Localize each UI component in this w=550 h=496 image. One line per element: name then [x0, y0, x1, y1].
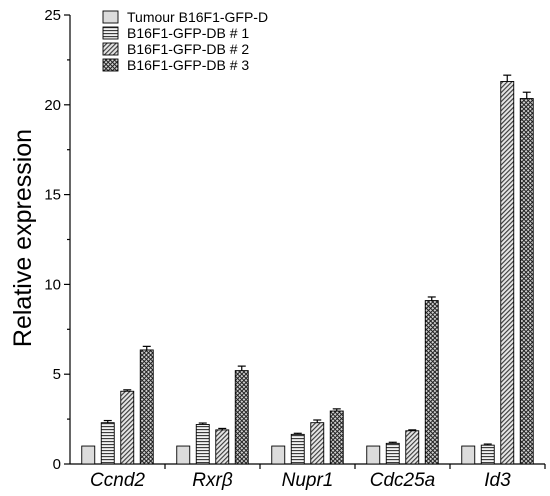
bar [310, 422, 325, 465]
y-tick-label: 10 [44, 276, 61, 293]
bar [195, 424, 210, 465]
y-tick-label: 25 [44, 7, 61, 24]
bar [500, 81, 515, 465]
bar [100, 422, 115, 465]
bar [120, 390, 135, 465]
bar [480, 444, 495, 465]
bar [139, 349, 154, 465]
x-tick-label: Rxrβ [192, 470, 233, 491]
bar [290, 433, 305, 465]
y-axis-title: Relative expression [9, 129, 37, 347]
x-tick-label: Nupr1 [282, 470, 334, 491]
bar [176, 445, 191, 465]
bar [519, 98, 534, 465]
y-axis: 0 5 10 15 20 25 [44, 7, 71, 473]
error-bars-group [103, 74, 531, 446]
legend-label: B16F1-GFP-DB # 2 [127, 41, 249, 57]
legend-swatch [102, 10, 119, 24]
bar [424, 300, 439, 465]
legend-swatch [102, 58, 119, 72]
x-tick-label: Id3 [484, 470, 511, 491]
x-axis: Ccnd2 Rxrβ Nupr1 Cdc25a Id3 [70, 463, 546, 491]
x-tick-label: Cdc25a [370, 470, 436, 491]
bar [329, 410, 344, 465]
bar [215, 429, 230, 465]
bar [271, 445, 286, 465]
y-tick-label: 20 [44, 97, 61, 114]
legend-label: B16F1-GFP-DB # 1 [127, 25, 249, 41]
y-tick-label: 15 [44, 187, 61, 204]
legend-swatch [102, 42, 119, 56]
bar [366, 445, 381, 465]
legend-label: Tumour B16F1-GFP-D [127, 9, 268, 25]
bar [405, 430, 420, 465]
x-tick-label: Ccnd2 [90, 470, 145, 491]
legend-swatch [102, 26, 119, 40]
y-tick-label: 5 [53, 366, 61, 383]
bar [385, 442, 400, 465]
bar [81, 445, 96, 465]
bar [461, 445, 476, 465]
legend-label: B16F1-GFP-DB # 3 [127, 57, 249, 73]
bar [234, 370, 249, 465]
bars-group [81, 81, 534, 465]
y-tick-label: 0 [53, 456, 61, 473]
